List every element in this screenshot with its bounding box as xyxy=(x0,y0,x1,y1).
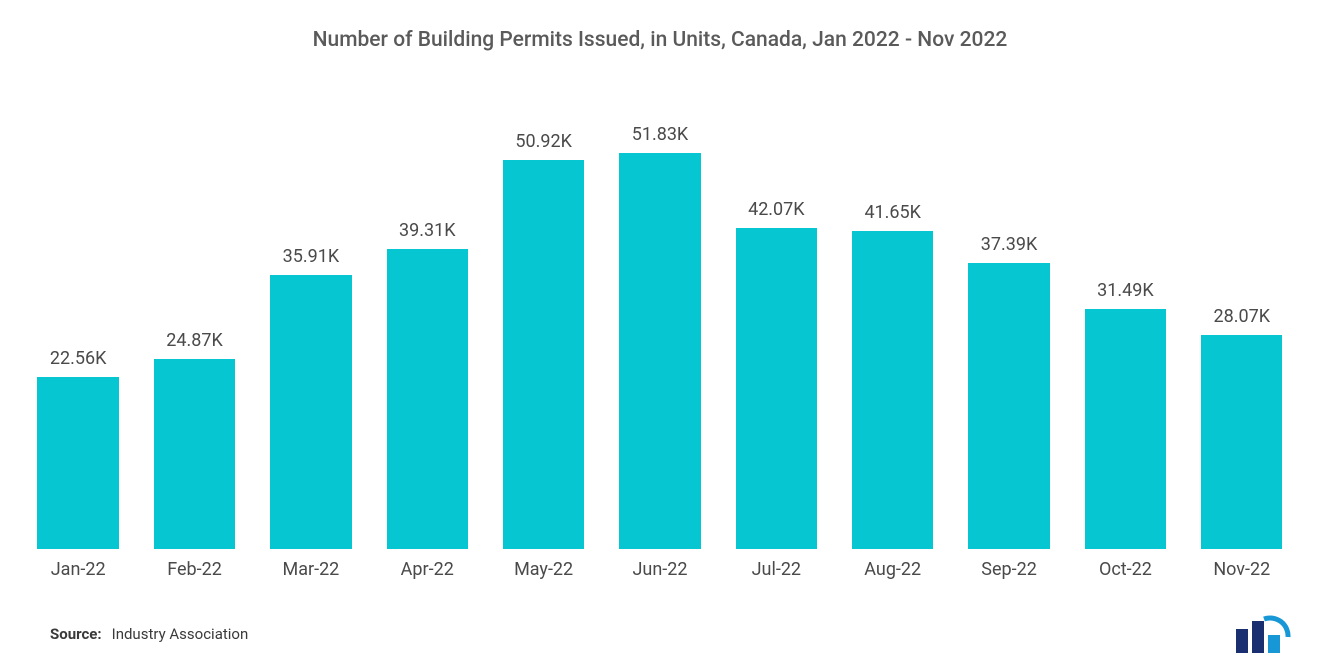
bar-column: 42.07K Jul-22 xyxy=(718,120,834,580)
bar xyxy=(154,359,235,549)
bar-column: 35.91K Mar-22 xyxy=(253,120,369,580)
bar xyxy=(387,249,468,549)
bar-value-label: 41.65K xyxy=(864,202,921,223)
bar-category-label: Jul-22 xyxy=(752,559,801,580)
bar-value-label: 39.31K xyxy=(399,220,456,241)
bar xyxy=(270,275,351,549)
bar xyxy=(503,160,584,549)
bar-category-label: Mar-22 xyxy=(282,559,339,580)
chart-title: Number of Building Permits Issued, in Un… xyxy=(0,0,1320,52)
bar-value-label: 42.07K xyxy=(748,199,805,220)
bar-value-label: 24.87K xyxy=(166,330,223,351)
source-footer: Source: Industry Association xyxy=(50,625,248,643)
bar-column: 41.65K Aug-22 xyxy=(835,120,951,580)
brand-logo-icon xyxy=(1234,615,1292,653)
bar xyxy=(37,377,118,549)
bar-value-label: 50.92K xyxy=(515,131,572,152)
bar-category-label: Aug-22 xyxy=(864,559,921,580)
bar-category-label: Apr-22 xyxy=(401,559,454,580)
bar-column: 31.49K Oct-22 xyxy=(1067,120,1183,580)
bar-value-label: 37.39K xyxy=(981,234,1038,255)
bar-value-label: 28.07K xyxy=(1214,306,1271,327)
bar-category-label: Nov-22 xyxy=(1213,559,1270,580)
bar-value-label: 22.56K xyxy=(50,348,107,369)
bar-column: 24.87K Feb-22 xyxy=(136,120,252,580)
bar-category-label: Oct-22 xyxy=(1099,559,1152,580)
bar-column: 22.56K Jan-22 xyxy=(20,120,136,580)
bar-column: 39.31K Apr-22 xyxy=(369,120,485,580)
bar-column: 37.39K Sep-22 xyxy=(951,120,1067,580)
bar-column: 51.83K Jun-22 xyxy=(602,120,718,580)
bar xyxy=(852,231,933,549)
bar-category-label: May-22 xyxy=(514,559,573,580)
bar-category-label: Feb-22 xyxy=(167,559,222,580)
bar xyxy=(1201,335,1282,549)
bar-value-label: 51.83K xyxy=(632,124,689,145)
source-prefix: Source: xyxy=(50,625,102,643)
bar-category-label: Jan-22 xyxy=(51,559,106,580)
bar-column: 50.92K May-22 xyxy=(485,120,601,580)
bar-value-label: 31.49K xyxy=(1097,280,1154,301)
bar xyxy=(1085,309,1166,549)
source-text: Industry Association xyxy=(112,625,249,643)
bar-category-label: Sep-22 xyxy=(981,559,1037,580)
bar xyxy=(968,263,1049,549)
bar-value-label: 35.91K xyxy=(283,246,340,267)
bar-category-label: Jun-22 xyxy=(632,559,687,580)
bar-chart: 22.56K Jan-22 24.87K Feb-22 35.91K Mar-22 39.3… xyxy=(20,120,1300,580)
bar xyxy=(736,228,817,549)
bar xyxy=(619,153,700,549)
x-axis-line xyxy=(20,548,1300,549)
bar-column: 28.07K Nov-22 xyxy=(1184,120,1300,580)
